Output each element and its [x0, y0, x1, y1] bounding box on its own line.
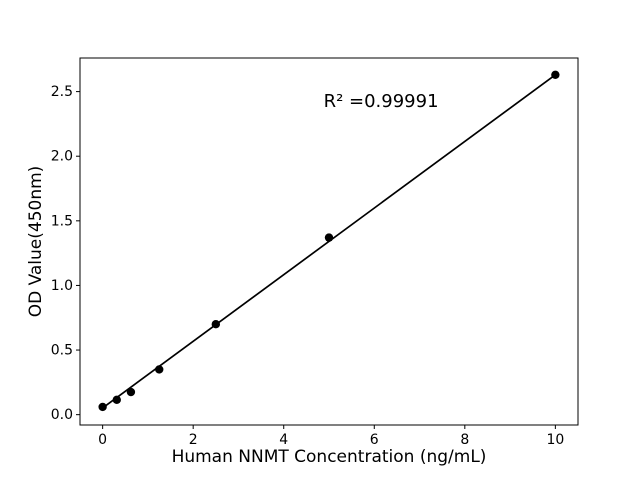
x-tick-label: 6	[370, 432, 379, 448]
r-squared-annotation: R² =0.99991	[324, 91, 439, 112]
y-tick-label: 0.5	[51, 343, 73, 359]
x-tick-label: 10	[546, 432, 564, 448]
data-point-marker	[551, 70, 560, 79]
data-series	[98, 70, 560, 412]
x-tick-label: 2	[189, 432, 198, 448]
y-tick-label: 1.0	[51, 278, 73, 294]
data-point-marker	[98, 402, 107, 412]
x-tick-label: 0	[98, 432, 107, 448]
y-axis-label: OD Value(450nm)	[26, 166, 46, 318]
y-tick-label: 2.5	[51, 84, 73, 100]
data-point-marker	[126, 387, 136, 397]
x-tick-label: 8	[460, 432, 469, 448]
data-point-marker	[211, 320, 221, 329]
data-point-marker	[155, 365, 164, 374]
data-point-marker	[324, 233, 334, 242]
x-tick-label: 4	[279, 432, 288, 448]
y-tick-label: 1.5	[51, 213, 73, 229]
data-point-marker	[112, 395, 121, 405]
axis-ticks: 0 2 4 6 8 10 0.0 0.5 1.0 1.5 2.0 2.5	[51, 84, 565, 448]
y-tick-label: 2.0	[51, 149, 73, 165]
y-tick-label: 0.0	[51, 407, 73, 423]
x-axis-label: Human NNMT Concentration (ng/mL)	[172, 447, 487, 467]
